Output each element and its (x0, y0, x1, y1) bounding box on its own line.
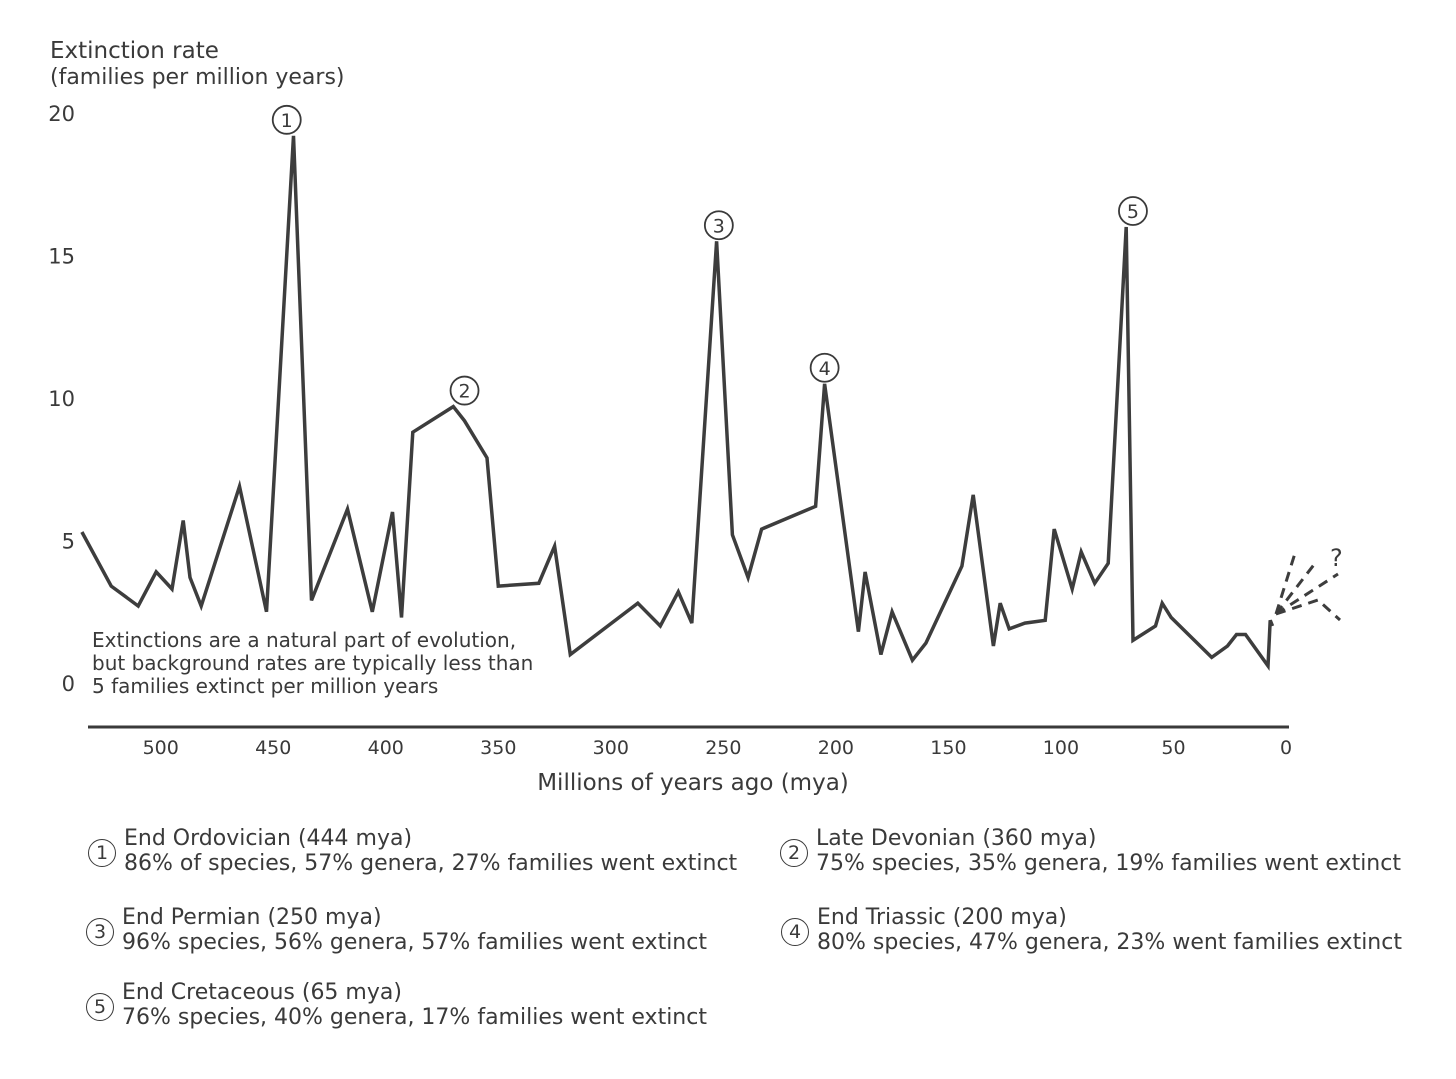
extinction-rate-line (80, 135, 1275, 672)
x-tick-label: 0 (1280, 737, 1292, 759)
x-axis-label: Millions of years ago (mya) (537, 770, 849, 796)
y-tick-label: 5 (62, 530, 75, 554)
event-marker-circle (809, 352, 840, 383)
note-line: Extinctions are a natural part of evolut… (92, 628, 516, 652)
note-line: 5 families extinct per million years (92, 674, 438, 698)
legend-title-1: End Ordovician (444 mya) (124, 826, 413, 851)
event-marker-circle (449, 375, 480, 406)
event-marker-label: 2 (458, 381, 470, 403)
question-mark: ? (1330, 544, 1343, 572)
y-axis-ticks: 0 5 10 15 20 (48, 102, 75, 696)
x-tick-label: 100 (1043, 737, 1079, 759)
event-marker-circle (271, 104, 302, 135)
legend-item-4: 4 End Triassic (200 mya) 80% species, 47… (781, 905, 1402, 955)
x-tick-label: 150 (930, 737, 966, 759)
extinction-rate-chart: Extinction rate (families per million ye… (48, 38, 1343, 796)
future-dash-4 (1275, 598, 1342, 622)
x-tick-label: 200 (818, 737, 854, 759)
legend-desc-1: 86% of species, 57% genera, 27% families… (124, 851, 738, 876)
legend-title-4: End Triassic (200 mya) (817, 905, 1067, 930)
legend-desc-2: 75% species, 35% genera, 19% families we… (816, 851, 1401, 876)
legend-num-2: 2 (780, 839, 808, 867)
legend-title-3: End Permian (250 mya) (122, 905, 382, 930)
event-marker-label: 4 (819, 358, 831, 380)
x-axis-ticks: 500 450 400 350 300 250 200 150 100 50 0 (143, 737, 1292, 759)
legend-desc-5: 76% species, 40% genera, 17% families we… (122, 1005, 707, 1030)
y-tick-label: 0 (62, 672, 75, 696)
x-tick-label: 400 (368, 737, 404, 759)
y-tick-label: 20 (48, 102, 75, 126)
x-tick-label: 250 (705, 737, 741, 759)
background-rate-note: Extinctions are a natural part of evolut… (92, 628, 533, 698)
legend-desc-3: 96% species, 56% genera, 57% families we… (122, 930, 707, 955)
legend-desc-4: 80% species, 47% genera, 23% went famili… (817, 930, 1402, 955)
y-axis-sublabel: (families per million years) (50, 65, 345, 90)
legend-item-5: 5 End Cretaceous (65 mya) 76% species, 4… (86, 980, 707, 1030)
legend-title-5: End Cretaceous (65 mya) (122, 980, 402, 1005)
legend-num-1: 1 (88, 839, 116, 867)
legend-title-2: Late Devonian (360 mya) (816, 826, 1097, 851)
x-tick-label: 500 (143, 737, 179, 759)
note-line: but background rates are typically less … (92, 651, 533, 675)
legend-item-3: 3 End Permian (250 mya) 96% species, 56%… (86, 905, 707, 955)
legend-item-2: 2 Late Devonian (360 mya) 75% species, 3… (780, 826, 1401, 876)
event-marker-label: 5 (1127, 201, 1139, 223)
x-tick-label: 300 (593, 737, 629, 759)
legend-item-1: 1 End Ordovician (444 mya) 86% of specie… (88, 826, 737, 876)
future-dash-3 (1275, 572, 1339, 616)
event-marker-circle (703, 210, 734, 241)
x-tick-label: 50 (1161, 737, 1185, 759)
legend-num-5: 5 (86, 993, 114, 1021)
y-axis-label: Extinction rate (50, 38, 219, 64)
legend-num-3: 3 (86, 918, 114, 946)
future-uncertainty-lines: ? (1274, 544, 1343, 622)
y-tick-label: 10 (48, 387, 75, 411)
future-dash-1 (1274, 549, 1298, 615)
x-tick-label: 350 (480, 737, 516, 759)
legend-num-4: 4 (781, 918, 809, 946)
event-markers: 1 2 3 4 5 (271, 104, 1148, 406)
x-tick-label: 450 (255, 737, 291, 759)
event-marker-label: 1 (281, 110, 293, 132)
future-dash-2 (1274, 561, 1318, 615)
event-marker-label: 3 (713, 215, 725, 237)
event-marker-circle (1118, 196, 1148, 226)
y-tick-label: 15 (48, 245, 75, 269)
